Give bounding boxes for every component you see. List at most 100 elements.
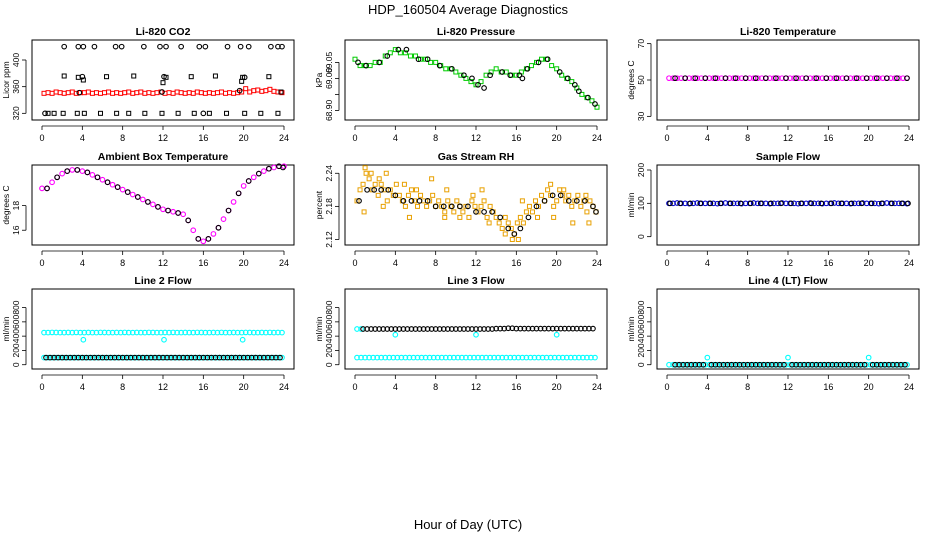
y-tick-label: 0	[636, 234, 646, 239]
data-point	[766, 361, 773, 368]
x-tick-label: 12	[471, 382, 481, 392]
data-point	[279, 43, 285, 50]
data-point	[97, 354, 104, 361]
data-point	[754, 75, 761, 82]
x-tick-label: 12	[158, 382, 168, 392]
data-point	[154, 329, 160, 336]
data-point	[712, 75, 719, 82]
data-point	[371, 186, 378, 193]
data-point	[904, 361, 910, 368]
data-point	[267, 329, 273, 336]
data-point	[170, 329, 176, 336]
data-point	[85, 329, 92, 336]
data-point	[459, 354, 465, 361]
data-point	[142, 110, 148, 116]
y-tick-label: 800	[11, 300, 21, 314]
data-point	[429, 176, 435, 182]
data-point	[847, 361, 854, 368]
data-point	[507, 72, 514, 79]
data-point	[80, 336, 87, 343]
data-point	[220, 354, 227, 361]
data-point	[273, 354, 279, 361]
data-point	[791, 361, 797, 368]
x-tick-label: 16	[823, 258, 833, 268]
data-point	[247, 89, 253, 95]
data-point	[670, 75, 676, 82]
data-point	[835, 75, 842, 82]
data-point	[502, 214, 508, 220]
data-point	[238, 329, 245, 336]
data-point	[45, 354, 51, 361]
data-point	[484, 214, 490, 220]
data-point	[73, 354, 80, 361]
data-point	[707, 200, 714, 207]
data-point	[119, 186, 126, 193]
data-point	[566, 192, 572, 198]
data-point	[186, 90, 192, 96]
data-point	[485, 326, 491, 332]
data-point	[757, 200, 764, 207]
data-point	[55, 354, 61, 361]
y-tick-label: 69.00	[324, 67, 334, 89]
data-point	[402, 354, 409, 361]
data-point	[746, 75, 753, 82]
data-point	[142, 354, 148, 361]
data-point	[243, 86, 249, 92]
data-point	[79, 168, 86, 175]
x-tick-label: 16	[823, 382, 833, 392]
data-point	[396, 326, 403, 332]
data-point	[364, 186, 370, 193]
data-point	[727, 200, 734, 207]
data-point	[364, 326, 370, 332]
data-point	[387, 50, 393, 56]
data-point	[378, 354, 385, 361]
data-point	[246, 329, 253, 336]
data-point	[64, 168, 71, 175]
data-point	[150, 90, 156, 96]
data-point	[775, 361, 781, 368]
x-tick-label: 16	[198, 258, 208, 268]
data-series	[42, 43, 285, 117]
data-point	[799, 361, 805, 368]
data-point	[458, 72, 464, 78]
data-point	[706, 361, 713, 368]
data-point	[756, 361, 763, 368]
data-point	[694, 361, 701, 368]
data-point	[368, 170, 374, 176]
data-point	[493, 325, 500, 332]
data-point	[263, 88, 269, 94]
data-point	[718, 75, 725, 82]
data-point	[570, 220, 576, 226]
data-point	[230, 354, 237, 361]
data-point	[208, 354, 215, 361]
plot-frame	[31, 39, 295, 121]
data-point	[142, 329, 148, 336]
data-point	[450, 354, 457, 361]
data-series	[354, 165, 599, 242]
data-point	[355, 59, 361, 66]
data-point	[831, 75, 838, 82]
data-point	[851, 75, 858, 82]
y-tick-label: 320	[11, 106, 21, 120]
data-point	[849, 361, 856, 368]
data-point	[879, 361, 886, 368]
data-point	[117, 329, 124, 336]
y-tick-label: 18	[11, 201, 21, 211]
x-tick-label: 0	[39, 133, 44, 143]
data-point	[843, 75, 850, 82]
data-point	[444, 326, 451, 332]
data-point	[517, 214, 523, 220]
data-point	[557, 325, 564, 332]
data-point	[899, 200, 905, 207]
data-point	[818, 200, 825, 207]
data-point	[465, 203, 471, 210]
data-point	[499, 69, 506, 75]
data-point	[418, 354, 425, 361]
data-point	[250, 329, 257, 336]
data-point	[900, 75, 906, 82]
data-point	[105, 329, 112, 336]
data-point	[178, 354, 184, 361]
data-point	[694, 75, 701, 82]
data-point	[49, 354, 55, 361]
data-point	[667, 200, 673, 207]
